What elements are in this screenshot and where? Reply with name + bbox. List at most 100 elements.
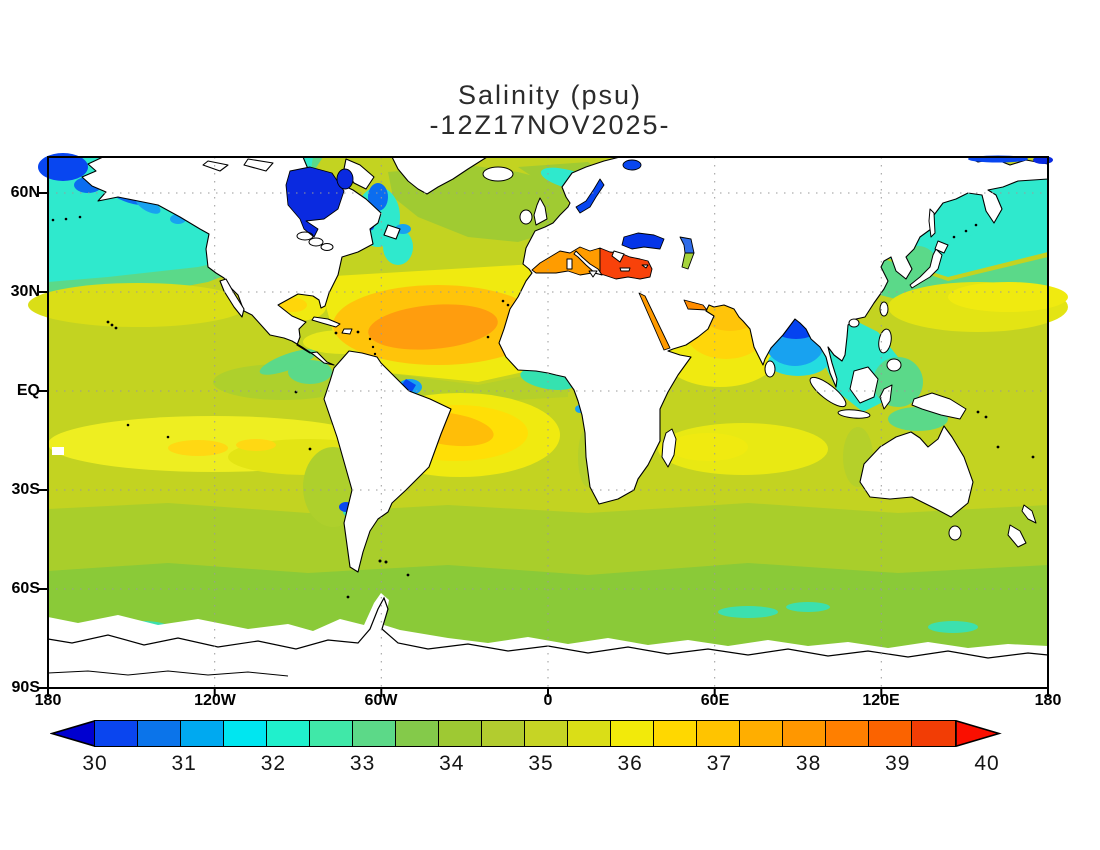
ice-shelf-line [47, 670, 289, 677]
madagascar [661, 428, 677, 468]
new-guinea [911, 392, 967, 420]
tasmania [948, 525, 962, 541]
colorbar-segment-35.5 [567, 720, 612, 747]
colorbar-segment-34.5 [481, 720, 526, 747]
lon-label-0: 0 [543, 692, 553, 709]
black-sea [621, 232, 665, 250]
lat-label-90s: 90S [11, 679, 40, 696]
landmasses [81, 156, 1049, 573]
colorbar-segment-31.5 [223, 720, 268, 747]
hispaniola [341, 328, 353, 335]
lat-label-30s: 30S [11, 481, 40, 498]
foxe-basin [336, 168, 354, 190]
borneo [849, 366, 879, 404]
baltic-sea [575, 178, 605, 214]
colorbar-tick-35: 35 [528, 752, 554, 775]
great-lake-superior [296, 231, 314, 241]
colorbar-tick-34: 34 [439, 752, 465, 775]
red-sea [638, 292, 671, 351]
new-zealand-north [1021, 504, 1037, 524]
colorbar [50, 720, 1002, 747]
gridlines [48, 157, 1048, 688]
italy [573, 250, 603, 276]
persian-gulf [683, 299, 708, 311]
lon-label-120w: 120W [194, 692, 236, 709]
colorbar-tick-30: 30 [82, 752, 108, 775]
colorbar-segment-37.5 [739, 720, 784, 747]
data-gap-box [52, 447, 64, 455]
colorbar-tick-38: 38 [795, 752, 822, 775]
arctic-island-2 [202, 160, 229, 172]
world-salinity-map [28, 153, 1068, 697]
colorbar-segment-37 [696, 720, 741, 747]
colorbar-segment-36.5 [653, 720, 698, 747]
lon-label-180w: 180 [34, 692, 62, 709]
caspian-sea-south [681, 252, 695, 270]
map-canvas [28, 153, 1068, 697]
great-britain [533, 197, 548, 226]
islands [51, 155, 1053, 599]
colorbar-segment-39 [868, 720, 913, 747]
taiwan [879, 301, 889, 317]
lat-label-60n: 60N [10, 184, 40, 201]
colorbar-segment-35 [524, 720, 569, 747]
lat-label-eq: EQ [16, 382, 40, 399]
colorbar-segment-36 [610, 720, 655, 747]
greece [611, 250, 625, 263]
lon-label-60w: 60W [364, 692, 398, 709]
lat-label-30n: 30N [10, 283, 40, 300]
lon-label-120e: 120E [862, 692, 900, 709]
new-zealand-south [1007, 524, 1027, 548]
great-lake-huron [308, 237, 324, 247]
australia-landmass [859, 425, 974, 518]
small-islands [51, 215, 1035, 599]
colorbar-arrow-low [50, 720, 96, 747]
crete [619, 267, 631, 272]
white-sea [622, 159, 642, 171]
axis-ticks [39, 192, 1049, 697]
sardinia [566, 258, 573, 270]
great-lake-erie [320, 243, 334, 251]
japan-honshu [909, 248, 943, 289]
sicily [588, 270, 598, 278]
antarctica [47, 593, 1049, 688]
hudson-bay [285, 166, 345, 238]
colorbar-segments [94, 720, 956, 747]
baja-california [219, 278, 245, 318]
antarctic-coastline [47, 596, 1049, 659]
colorbar-segment-32 [266, 720, 311, 747]
lat-label-60s: 60S [11, 580, 40, 597]
lon-label-180e: 180 [1034, 692, 1062, 709]
newfoundland [383, 224, 401, 240]
cuba [311, 316, 341, 328]
hainan [848, 318, 860, 328]
colorbar-segment-32.5 [309, 720, 354, 747]
colorbar-segment-34 [438, 720, 483, 747]
colorbar-segment-31 [180, 720, 225, 747]
iceland [482, 166, 514, 182]
lon-label-60e: 60E [700, 692, 730, 709]
south-america-landmass [323, 350, 452, 573]
sumatra [809, 376, 847, 408]
antarctic-ice-region [48, 593, 1048, 688]
chart-datetime: -12Z17NOV2025- [429, 110, 671, 140]
colorbar-tick-40: 40 [974, 752, 1000, 775]
colorbar-tick-39: 39 [885, 752, 911, 775]
chart-title: Salinity (psu) [457, 80, 643, 110]
colorbar-segment-30.5 [137, 720, 182, 747]
japan-hokkaido [934, 240, 949, 254]
colorbar-tick-31: 31 [171, 752, 197, 775]
colorbar-tick-32: 32 [260, 752, 287, 775]
colorbar-segment-38 [782, 720, 827, 747]
colorbar-segment-38.5 [825, 720, 870, 747]
arctic-island [243, 158, 274, 172]
java [837, 409, 871, 419]
colorbar-tick-33: 33 [349, 752, 376, 775]
colorbar-tick-36: 36 [617, 752, 643, 775]
ireland [519, 209, 533, 225]
colorbar-segment-30 [94, 720, 139, 747]
colorbar-segment-39.5 [911, 720, 956, 747]
luzon [878, 328, 892, 354]
colorbar-segment-33 [352, 720, 397, 747]
